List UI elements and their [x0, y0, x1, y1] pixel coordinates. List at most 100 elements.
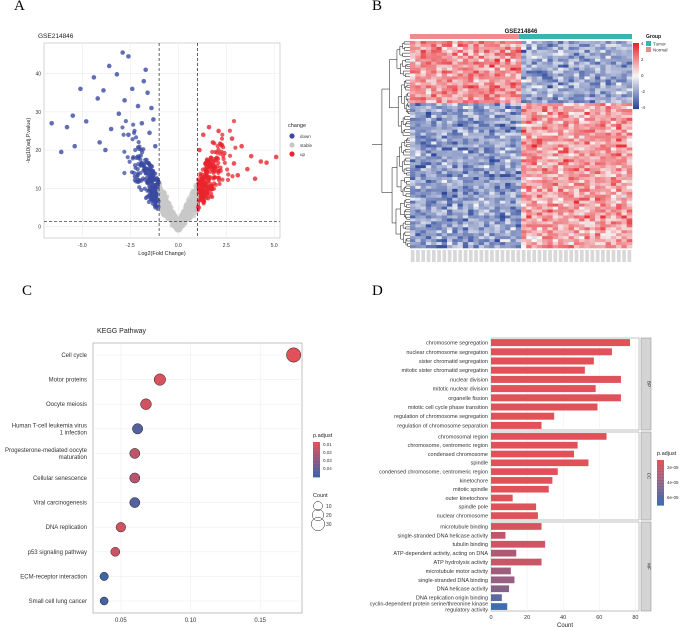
heatmap-cell [605, 52, 612, 57]
volcano-ytick-label: 0 [38, 225, 41, 231]
heatmap-cell [441, 165, 448, 169]
heatmap-cell [441, 209, 448, 213]
heatmap-cell [589, 156, 596, 160]
heatmap-cell [441, 233, 448, 237]
heatmap-cell [526, 120, 532, 125]
heatmap-cell [531, 165, 538, 169]
heatmap-cell [531, 171, 538, 175]
heatmap-cell [447, 239, 453, 243]
heatmap-cell [552, 46, 559, 51]
heatmap-cell [410, 242, 416, 246]
heatmap-cell [473, 144, 480, 148]
heatmap-cell [542, 233, 548, 237]
heatmap-cell [468, 209, 474, 213]
heatmap-cell [547, 43, 554, 48]
kegg-colorbar-step [313, 451, 320, 453]
heatmap-cell [499, 147, 506, 151]
heatmap-cell [595, 227, 601, 231]
heatmap-cell [441, 138, 448, 142]
heatmap-cell [484, 185, 490, 190]
heatmap-cell [457, 117, 464, 122]
heatmap-cell [573, 100, 580, 104]
volcano-xtick-label: 5.0 [271, 243, 278, 249]
heatmap-cell [410, 236, 416, 240]
heatmap-cell [521, 70, 527, 74]
heatmap-cell [558, 153, 564, 157]
heatmap-cell [558, 126, 564, 131]
heatmap-cell [616, 206, 622, 210]
heatmap-cell [447, 177, 453, 181]
heatmap-cell [468, 144, 474, 148]
panel-letter-d: D [372, 283, 383, 299]
heatmap-cell [616, 144, 622, 148]
heatmap-cell [473, 233, 480, 237]
heatmap-cell [584, 67, 591, 71]
heatmap-cell [415, 236, 421, 240]
heatmap-cell [473, 174, 480, 178]
heatmap-cell [441, 168, 448, 172]
heatmap-cell [425, 182, 432, 187]
heatmap-cell [447, 230, 453, 234]
volcano-point [126, 132, 131, 138]
volcano-point [58, 149, 64, 155]
heatmap-cell [457, 67, 464, 71]
heatmap-cell [568, 132, 575, 136]
heatmap-cell [573, 138, 580, 142]
heatmap-cell [536, 111, 543, 116]
heatmap-cell [425, 79, 432, 83]
heatmap-cell [626, 218, 633, 222]
heatmap-cell [431, 49, 437, 54]
heatmap-cell [584, 132, 591, 136]
heatmap-cell [494, 185, 501, 190]
heatmap-cell [552, 188, 559, 193]
volcano-point [216, 175, 221, 180]
heatmap-cell [462, 76, 469, 80]
heatmap-cell [584, 218, 591, 222]
heatmap-cell [441, 67, 448, 71]
heatmap-cell [521, 126, 527, 131]
heatmap-cell [610, 168, 617, 172]
heatmap-cell [441, 100, 448, 104]
heatmap-cell [515, 85, 522, 89]
heatmap-cell [457, 218, 464, 222]
volcano-ytick-label: 40 [35, 72, 41, 78]
go-bar [491, 441, 578, 449]
heatmap-cell [547, 150, 554, 154]
heatmap-cell [494, 171, 501, 175]
heatmap-cell [600, 197, 606, 201]
heatmap-cell [579, 100, 585, 104]
heatmap-cell [536, 43, 543, 48]
heatmap-cell [505, 123, 511, 128]
heatmap-cell [584, 135, 591, 139]
heatmap-cell [589, 185, 596, 190]
heatmap-cell [563, 73, 569, 77]
heatmap-cell [595, 153, 601, 157]
heatmap-cell [489, 212, 495, 216]
heatmap-cell [536, 114, 543, 119]
heatmap-cell [595, 100, 601, 104]
heatmap-cell [420, 150, 427, 154]
heatmap-cell [484, 162, 490, 166]
heatmap-cell [462, 212, 469, 216]
heatmap-cell [510, 114, 517, 119]
heatmap-cell [510, 153, 517, 157]
heatmap-cell [558, 144, 564, 148]
heatmap-cell [420, 49, 427, 54]
heatmap-cell [494, 233, 501, 237]
kegg-category-label: Progesterone-mediated oocyte [5, 448, 88, 454]
heatmap-cell [584, 153, 591, 157]
heatmap-cell [563, 100, 569, 104]
heatmap-cell [415, 150, 421, 154]
heatmap-cell [584, 144, 591, 148]
heatmap-cell [552, 111, 559, 116]
go-category-label: mitotic spindle [453, 487, 488, 493]
heatmap-cell [579, 227, 585, 231]
heatmap-cell [478, 206, 485, 210]
heatmap-cell [573, 55, 580, 60]
heatmap-cell [462, 70, 469, 74]
heatmap-cell [531, 103, 538, 107]
heatmap-cell [452, 61, 458, 65]
heatmap-cell [610, 165, 617, 169]
heatmap-cell [494, 212, 501, 216]
heatmap-cell [478, 135, 485, 139]
